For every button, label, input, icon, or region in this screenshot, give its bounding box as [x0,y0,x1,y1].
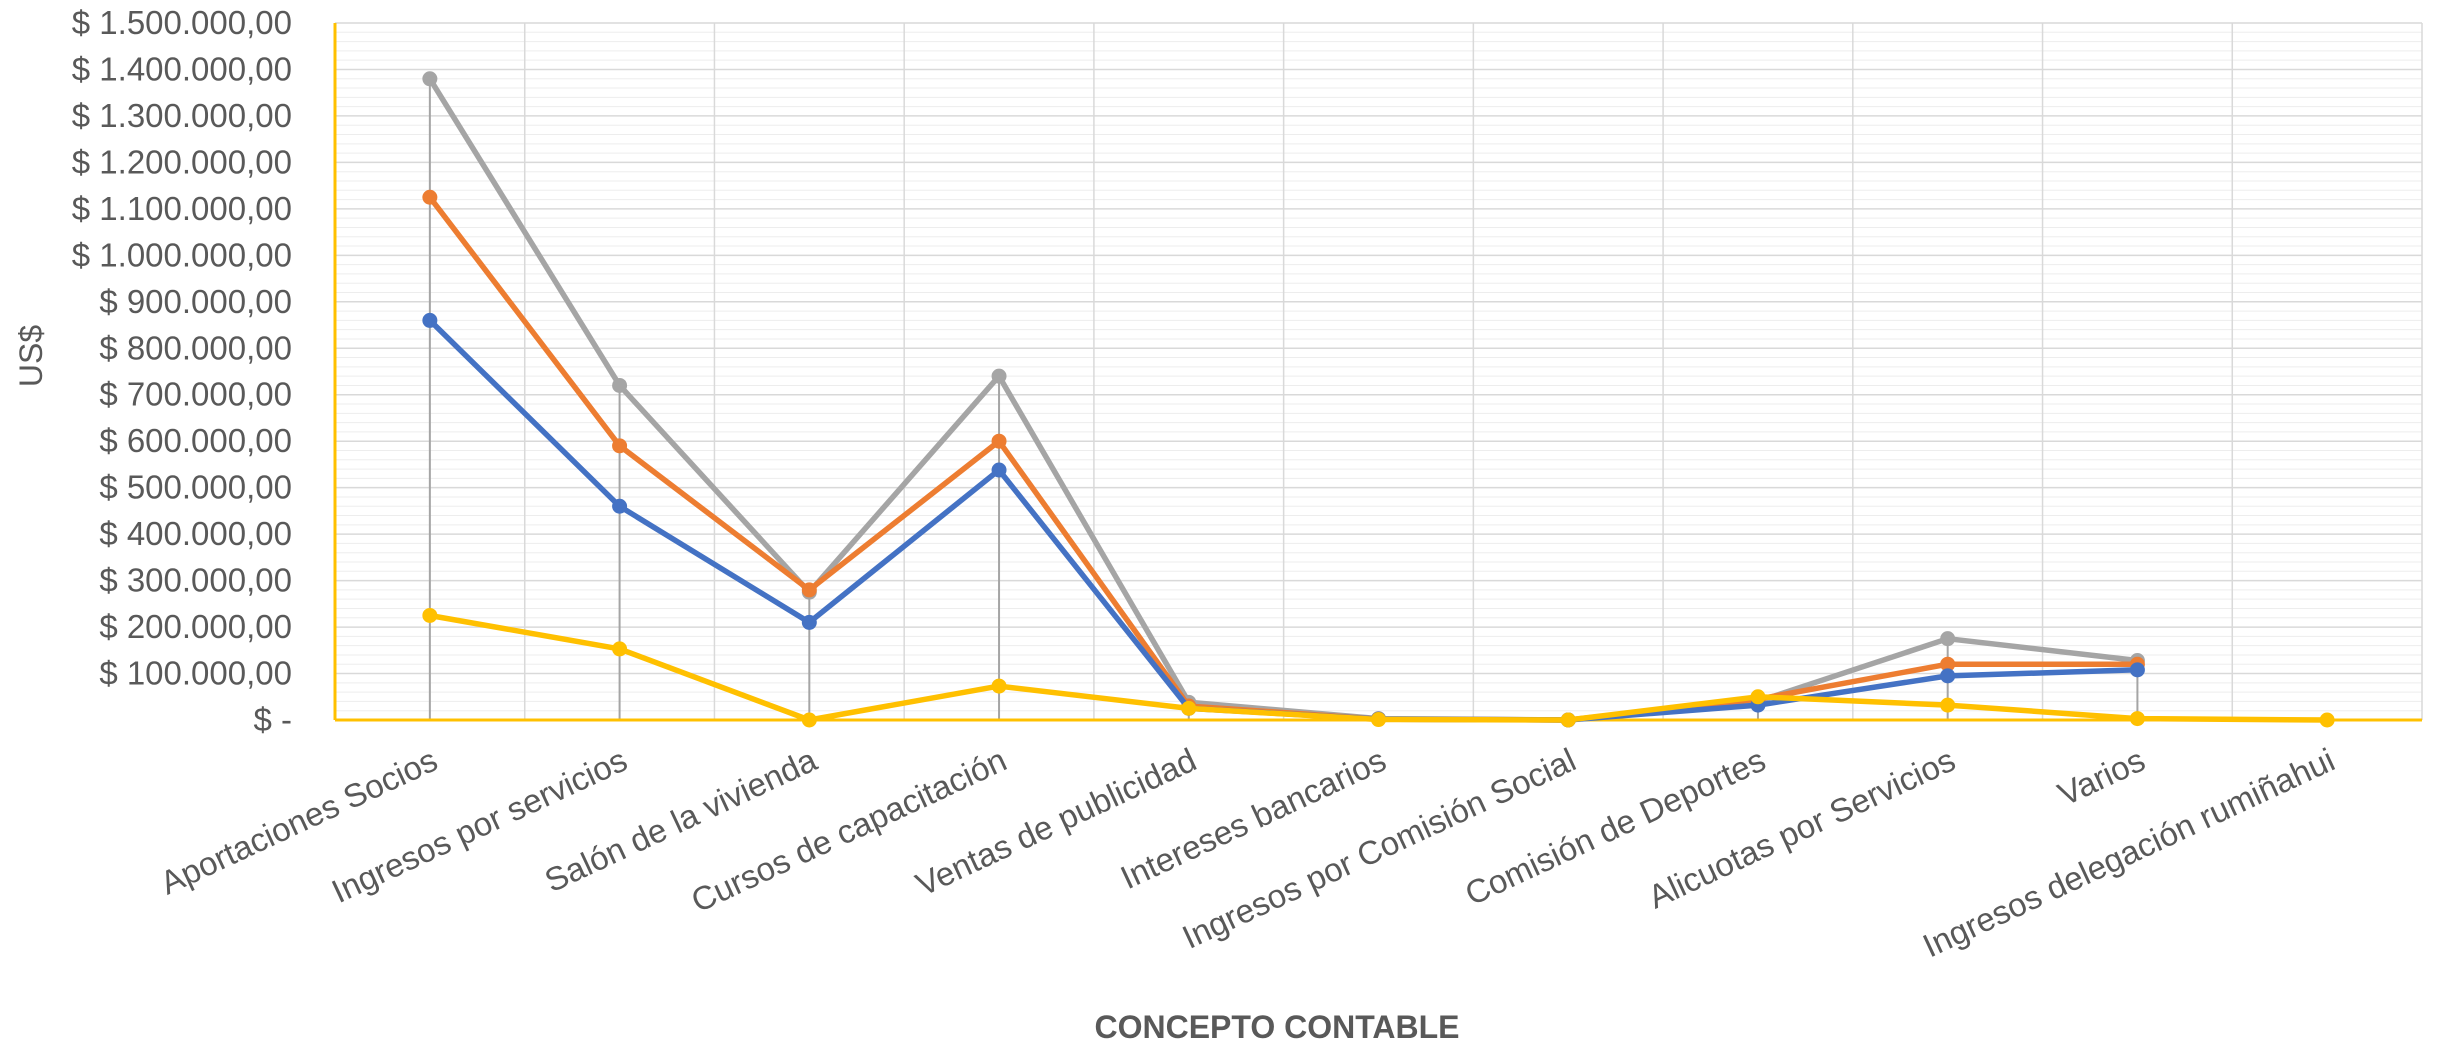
data-point [422,312,438,328]
y-tick-label: $ 1.000.000,00 [72,236,292,273]
data-point [1940,697,1956,713]
y-tick-label: $ 1.500.000,00 [72,4,292,41]
y-tick-label: $ 100.000,00 [99,655,292,692]
x-category-label: Comisión de Deportes [1459,741,1771,913]
data-point [2319,712,2335,728]
data-point [422,607,438,623]
data-point [1181,700,1197,716]
x-category-label: Cursos de capacitación [685,741,1012,920]
data-point [801,712,817,728]
x-category-label: Alicuotas por Servicios [1642,741,1960,916]
y-tick-label: $ 600.000,00 [99,422,292,459]
data-point [2129,711,2145,727]
data-point [422,189,438,205]
y-tick-label: $ 800.000,00 [99,329,292,366]
axes [333,23,2422,722]
x-category-label: Varios [2052,741,2150,813]
y-axis-title: US$ [13,325,49,387]
data-point [991,462,1007,478]
y-tick-label: $ 400.000,00 [99,515,292,552]
data-point [991,433,1007,449]
data-point [612,641,628,657]
data-point [612,438,628,454]
data-point [2129,662,2145,678]
data-point [1940,668,1956,684]
data-point [1940,631,1956,647]
data-point [1750,689,1766,705]
y-tick-label: $ 1.200.000,00 [72,143,292,180]
data-point [1371,712,1386,728]
data-point [801,582,817,598]
data-point [991,368,1007,384]
x-axis-title: CONCEPTO CONTABLE [1094,1009,1459,1045]
series-lines [422,71,2335,728]
series-4 [422,607,2335,728]
data-point [612,498,628,514]
y-tick-label: $ 300.000,00 [99,562,292,599]
data-point [422,71,438,87]
y-tick-label: $ 700.000,00 [99,376,292,413]
data-point [1940,656,1956,672]
y-tick-label: $ 200.000,00 [99,608,292,645]
y-tick-label: $ 1.100.000,00 [72,190,292,227]
data-point [1560,712,1576,728]
y-tick-label: $ - [253,701,292,738]
data-point [991,678,1007,694]
data-point [801,614,817,630]
y-tick-label: $ 900.000,00 [99,283,292,320]
y-tick-label: $ 1.300.000,00 [72,97,292,134]
y-tick-label: $ 1.400.000,00 [72,50,292,87]
grid-lines [334,22,2423,721]
data-point [612,377,628,393]
y-tick-label: $ 500.000,00 [99,469,292,506]
y-tick-labels: $ - $ 100.000,00 $ 200.000,00 $ 300.000,00 $… [72,4,292,738]
